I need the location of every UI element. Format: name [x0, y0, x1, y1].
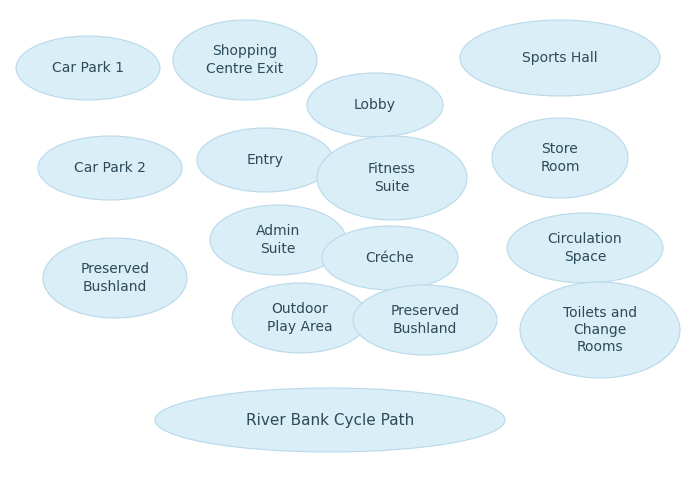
- Ellipse shape: [520, 282, 680, 378]
- Ellipse shape: [197, 128, 333, 192]
- Text: Preserved
Bushland: Preserved Bushland: [81, 262, 149, 293]
- Text: Fitness
Suite: Fitness Suite: [368, 163, 416, 194]
- Text: Store
Room: Store Room: [540, 142, 580, 174]
- Text: Car Park 1: Car Park 1: [52, 61, 124, 75]
- Ellipse shape: [507, 213, 663, 283]
- Ellipse shape: [38, 136, 182, 200]
- Ellipse shape: [460, 20, 660, 96]
- Ellipse shape: [210, 205, 346, 275]
- Ellipse shape: [155, 388, 505, 452]
- Text: Créche: Créche: [366, 251, 414, 265]
- Text: Sports Hall: Sports Hall: [522, 51, 598, 65]
- Ellipse shape: [43, 238, 187, 318]
- Text: Lobby: Lobby: [354, 98, 396, 112]
- Text: Entry: Entry: [247, 153, 284, 167]
- Ellipse shape: [307, 73, 443, 137]
- Ellipse shape: [317, 136, 467, 220]
- Text: Car Park 2: Car Park 2: [74, 161, 146, 175]
- Text: Circulation
Space: Circulation Space: [548, 232, 622, 264]
- Ellipse shape: [353, 285, 497, 355]
- Ellipse shape: [492, 118, 628, 198]
- Text: Shopping
Centre Exit: Shopping Centre Exit: [206, 44, 284, 76]
- Ellipse shape: [322, 226, 458, 290]
- Ellipse shape: [232, 283, 368, 353]
- Ellipse shape: [16, 36, 160, 100]
- Text: River Bank Cycle Path: River Bank Cycle Path: [246, 413, 414, 427]
- Text: Toilets and
Change
Rooms: Toilets and Change Rooms: [563, 306, 637, 354]
- Ellipse shape: [173, 20, 317, 100]
- Text: Admin
Suite: Admin Suite: [256, 224, 300, 256]
- Text: Preserved
Bushland: Preserved Bushland: [391, 304, 459, 336]
- Text: Outdoor
Play Area: Outdoor Play Area: [267, 303, 333, 334]
